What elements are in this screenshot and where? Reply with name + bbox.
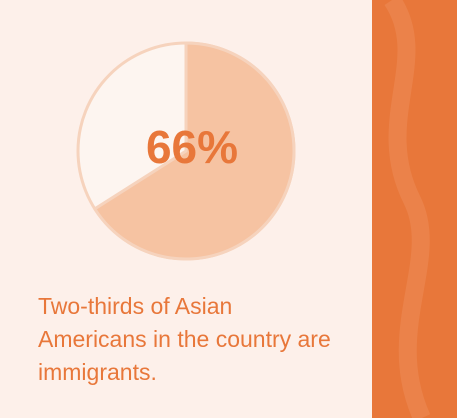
decorative-strip: [372, 0, 457, 418]
chart: 66%: [0, 0, 370, 290]
page: 66% Two-thirds of Asian Americans in the…: [0, 0, 457, 418]
caption: Two-thirds of Asian Americans in the cou…: [38, 290, 338, 389]
strip-pattern: [372, 0, 457, 418]
value-label: 66%: [146, 121, 238, 173]
